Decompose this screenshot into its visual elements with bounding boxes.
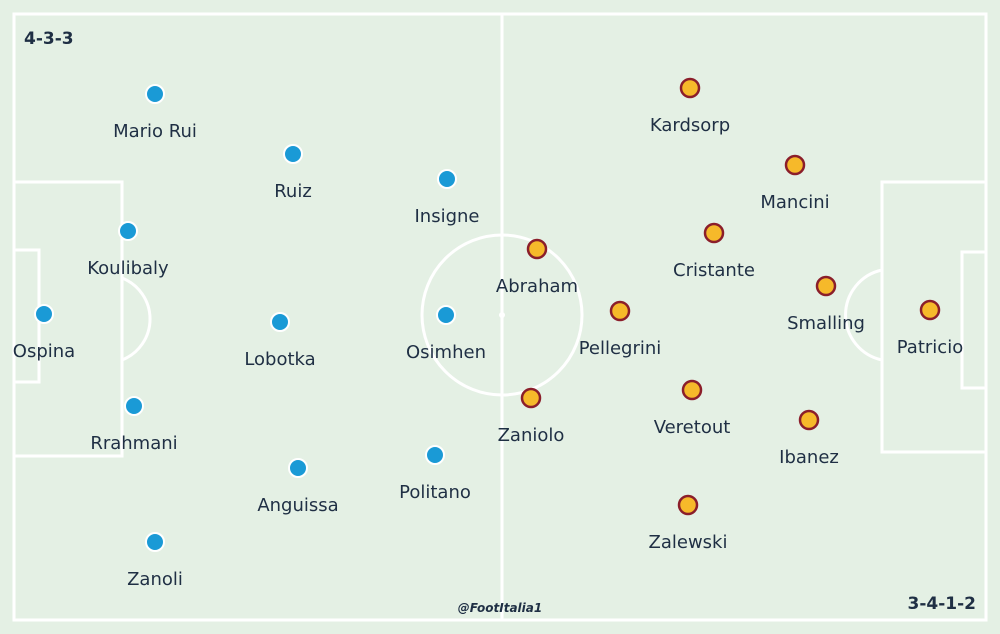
home-player-name: Osimhen [406,342,486,363]
home-player-marker [437,169,457,189]
players-layer: Ospina Mario Rui Koulibaly Rrahmani Zanoli Ru… [13,77,963,590]
home-player-marker [436,305,456,325]
home-player: Ruiz [274,144,312,202]
home-player-name: Lobotka [244,349,315,370]
right-goal-box [960,250,988,390]
away-player-marker [815,275,837,297]
home-player: Lobotka [244,312,316,370]
away-player: Abraham [496,238,578,297]
left-penalty-arc [121,276,152,362]
away-player-name: Zalewski [649,532,728,553]
away-player-marker [609,300,631,322]
away-player-name: Cristante [673,260,755,281]
home-player: Zanoli [127,532,183,590]
away-player-name: Veretout [654,417,731,438]
away-player: Smalling [787,275,865,334]
credit-handle: @FootItalia1 [458,601,542,615]
home-player: Rrahmani [90,396,178,454]
pitch-markings [12,12,988,622]
home-player-marker [124,396,144,416]
home-player-marker [145,84,165,104]
away-player: Kardsorp [650,77,730,136]
home-player-marker [118,221,138,241]
away-player-marker [703,222,725,244]
home-player-name: Koulibaly [87,258,169,279]
home-player: Mario Rui [113,84,197,142]
away-player-marker [681,379,703,401]
away-player-name: Zaniolo [498,425,565,446]
away-player: Patricio [897,299,963,358]
away-player-marker [784,154,806,176]
away-player-name: Mancini [760,192,829,213]
home-player-marker [425,445,445,465]
away-player-marker [520,387,542,409]
home-player-name: Ruiz [274,181,312,202]
away-player-marker [679,77,701,99]
right-penalty-arc [844,268,883,362]
home-player-name: Ospina [13,341,75,362]
home-player-name: Mario Rui [113,121,197,142]
away-player: Cristante [673,222,755,281]
away-player-marker [526,238,548,260]
home-player-name: Zanoli [127,569,183,590]
away-player: Pellegrini [579,300,662,359]
away-player: Veretout [654,379,731,438]
home-player: Ospina [13,304,75,362]
away-player-name: Ibanez [779,447,839,468]
home-player-marker [34,304,54,324]
home-player-marker [270,312,290,332]
home-formation: 4-3-3 [24,29,74,49]
home-player-name: Rrahmani [90,433,177,454]
away-player: Zaniolo [498,387,565,446]
home-player: Anguissa [257,458,339,516]
away-player-marker [798,409,820,431]
away-player: Zalewski [649,494,728,553]
home-player-name: Politano [399,482,471,503]
home-player-name: Insigne [414,206,479,227]
home-player: Insigne [414,169,480,227]
home-player: Koulibaly [87,221,169,279]
centre-spot [499,312,505,318]
away-formation: 3-4-1-2 [908,594,976,614]
away-player-name: Pellegrini [579,338,662,359]
away-player-name: Abraham [496,276,578,297]
home-player-marker [145,532,165,552]
away-player-marker [677,494,699,516]
away-player-marker [919,299,941,321]
home-player: Osimhen [406,305,486,363]
away-player-name: Kardsorp [650,115,730,136]
away-player: Ibanez [779,409,839,468]
home-player-name: Anguissa [257,495,338,516]
away-player-name: Patricio [897,337,963,358]
home-player-marker [283,144,303,164]
away-player: Mancini [760,154,830,213]
centre-circle [420,233,584,397]
home-player-marker [288,458,308,478]
away-player-name: Smalling [787,313,865,334]
home-player: Politano [399,445,471,503]
